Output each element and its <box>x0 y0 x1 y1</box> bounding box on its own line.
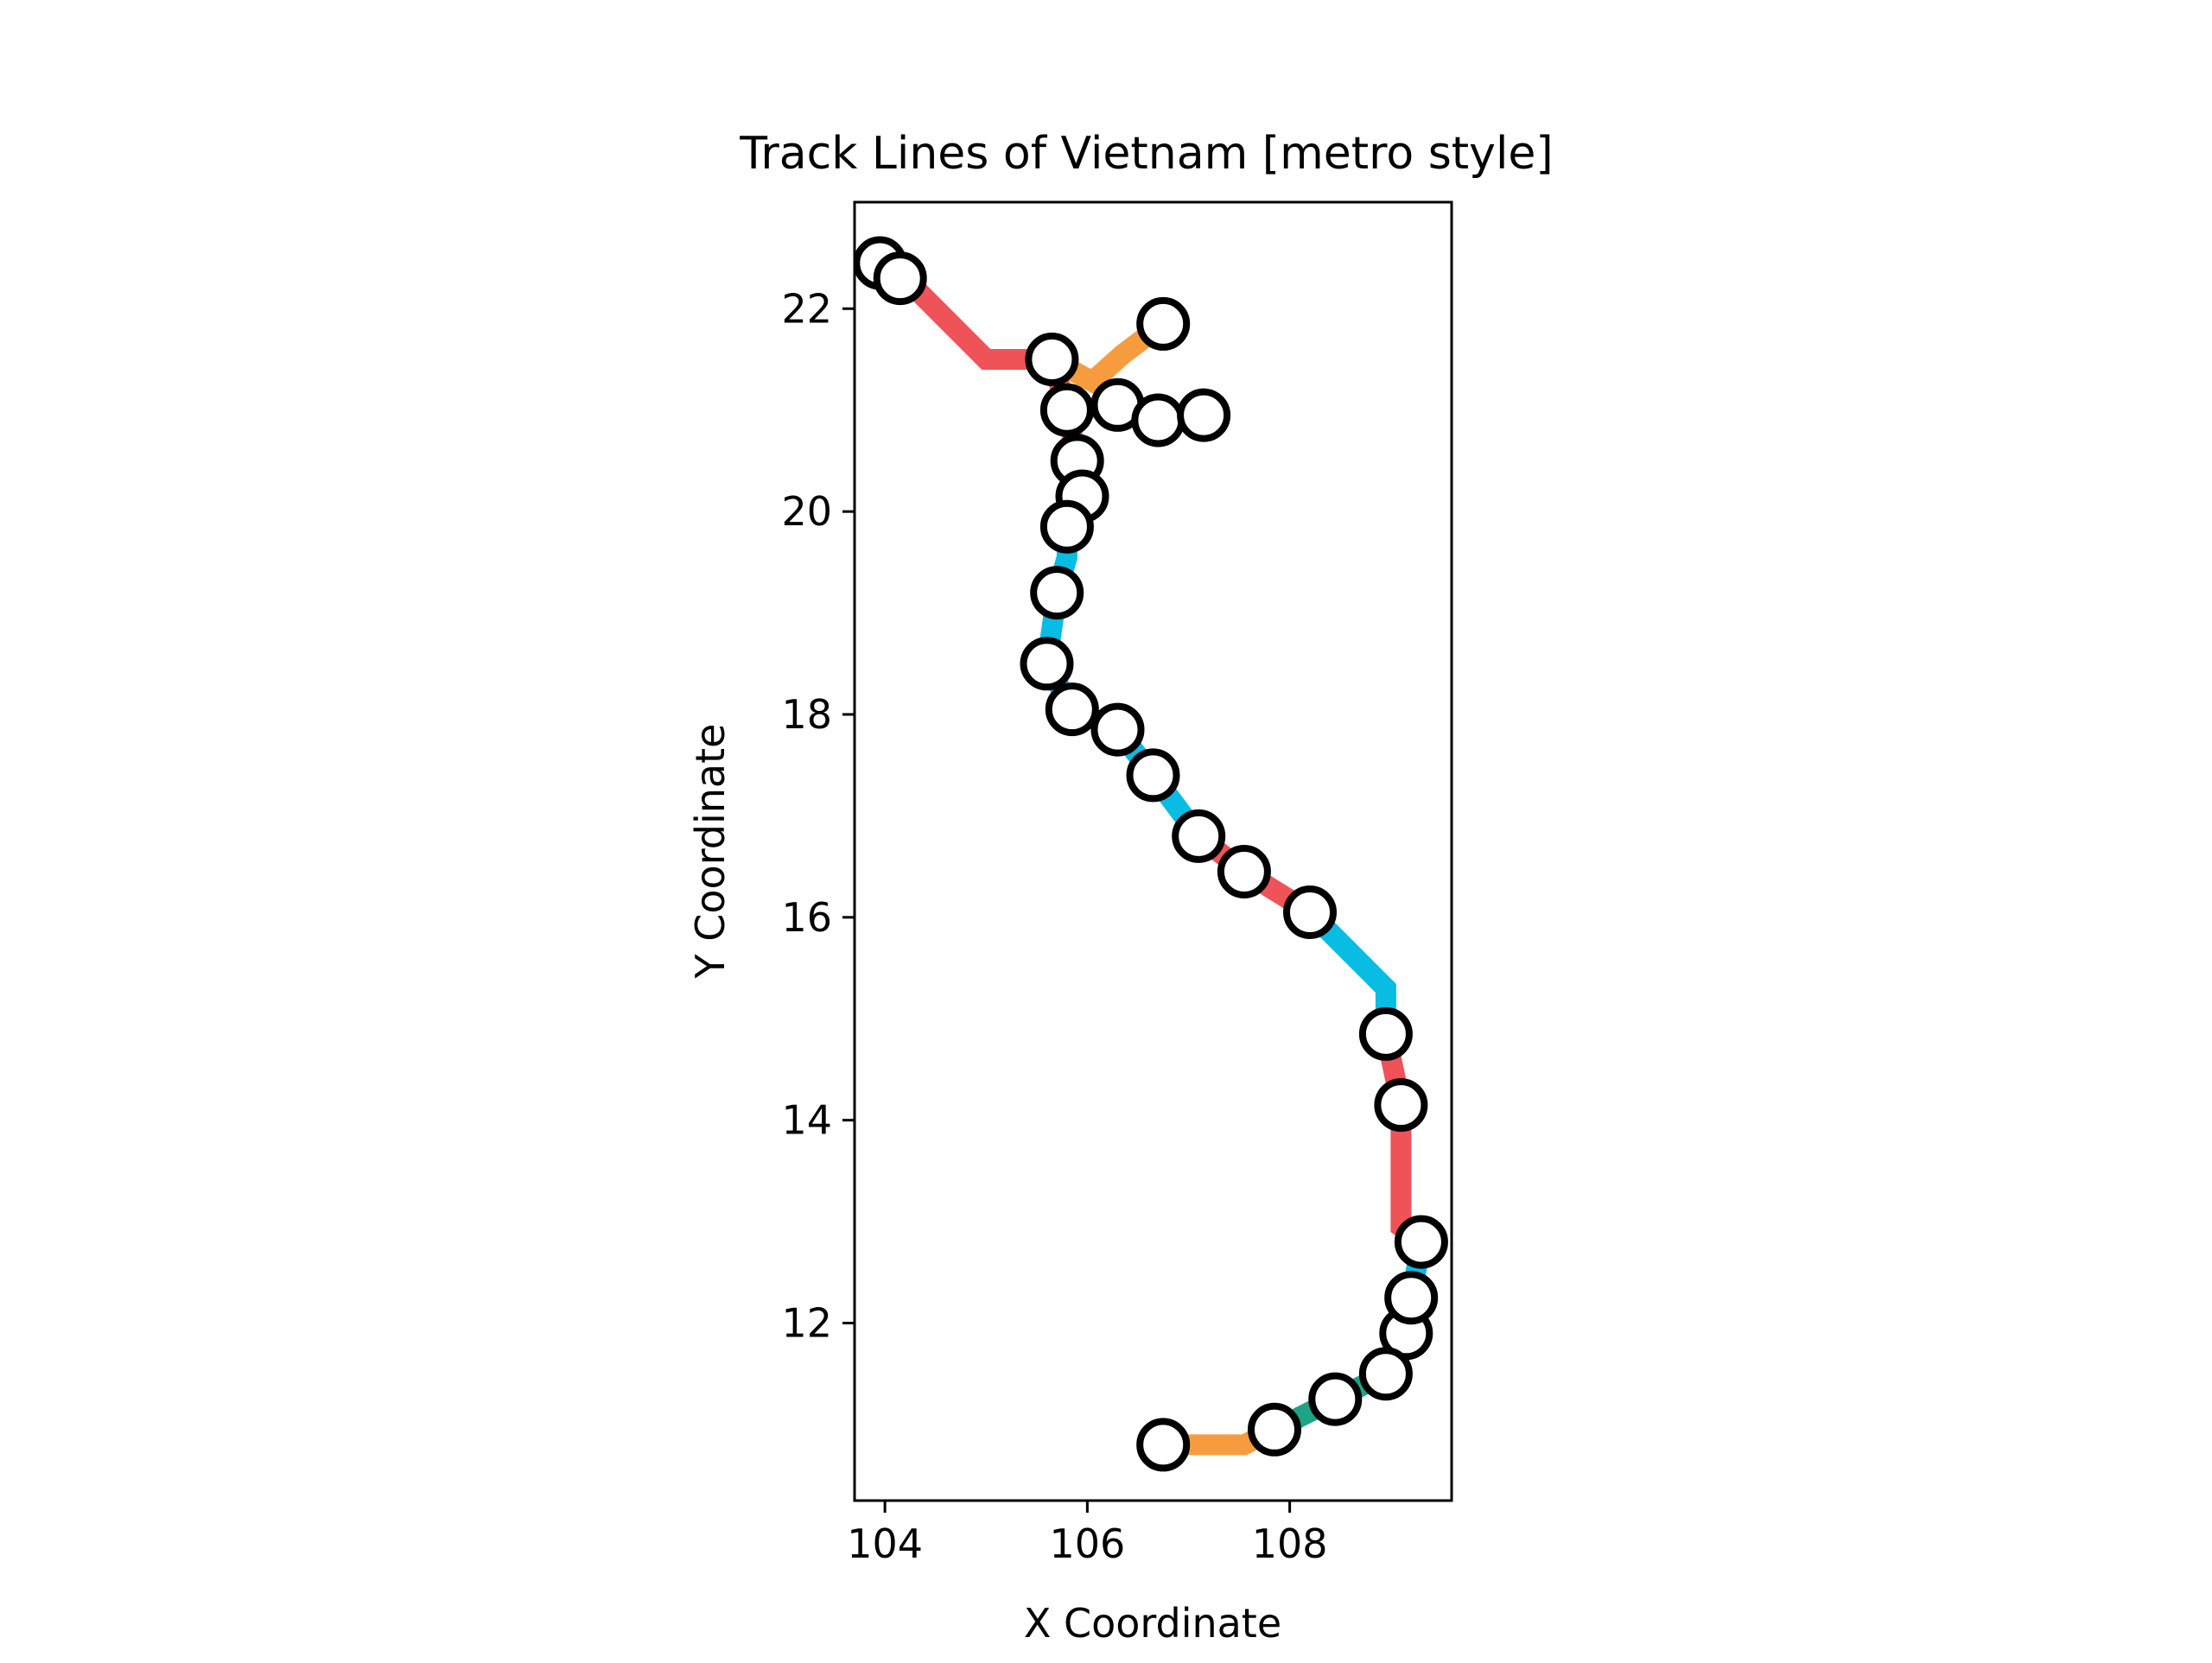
station-marker-27 <box>1248 1402 1301 1457</box>
station-marker-4 <box>1136 296 1191 351</box>
station-marker-7 <box>1131 393 1185 447</box>
y-tick-label: 12 <box>781 1300 832 1347</box>
y-axis-ticks: 12 14 16 18 20 22 <box>781 285 855 1347</box>
y-tick-label: 20 <box>781 488 832 535</box>
station-marker-21 <box>1374 1078 1428 1133</box>
station-marker-14 <box>1045 682 1099 737</box>
station-marker-26 <box>1308 1372 1363 1426</box>
x-axis-label: X Coordinate <box>1024 1600 1281 1647</box>
station-marker-11 <box>1039 499 1094 554</box>
y-axis-label: Y Coordinate <box>687 724 734 980</box>
station-marker-15 <box>1090 702 1145 757</box>
station-marker-8 <box>1177 388 1231 442</box>
station-marker-25 <box>1358 1347 1413 1401</box>
station-marker-16 <box>1126 748 1180 803</box>
x-tick-label: 108 <box>1252 1520 1328 1567</box>
station-marker-13 <box>1020 637 1074 691</box>
station-marker-20 <box>1358 1006 1413 1061</box>
station-marker-24 <box>1384 1271 1439 1325</box>
station-marker-28 <box>1136 1418 1191 1472</box>
y-tick-label: 18 <box>781 691 832 738</box>
station-marker-22 <box>1394 1215 1448 1269</box>
chart-title: Track Lines of Vietnam [metro style] <box>739 128 1553 180</box>
station-marker-3 <box>1025 333 1079 386</box>
x-tick-label: 106 <box>1049 1520 1125 1567</box>
y-tick-label: 14 <box>781 1097 832 1144</box>
station-marker-5 <box>1039 383 1094 437</box>
station-marker-18 <box>1217 845 1271 898</box>
station-marker-17 <box>1172 809 1226 863</box>
plot-frame <box>853 200 1453 1502</box>
station-marker-2 <box>873 251 927 306</box>
station-marker-12 <box>1030 566 1084 620</box>
x-tick-label: 104 <box>847 1520 923 1567</box>
stations <box>855 236 1448 1472</box>
y-tick-label: 16 <box>781 894 832 941</box>
y-tick-label: 22 <box>781 285 832 332</box>
station-marker-19 <box>1283 885 1337 939</box>
x-axis-ticks: 104 106 108 <box>847 1501 1328 1567</box>
